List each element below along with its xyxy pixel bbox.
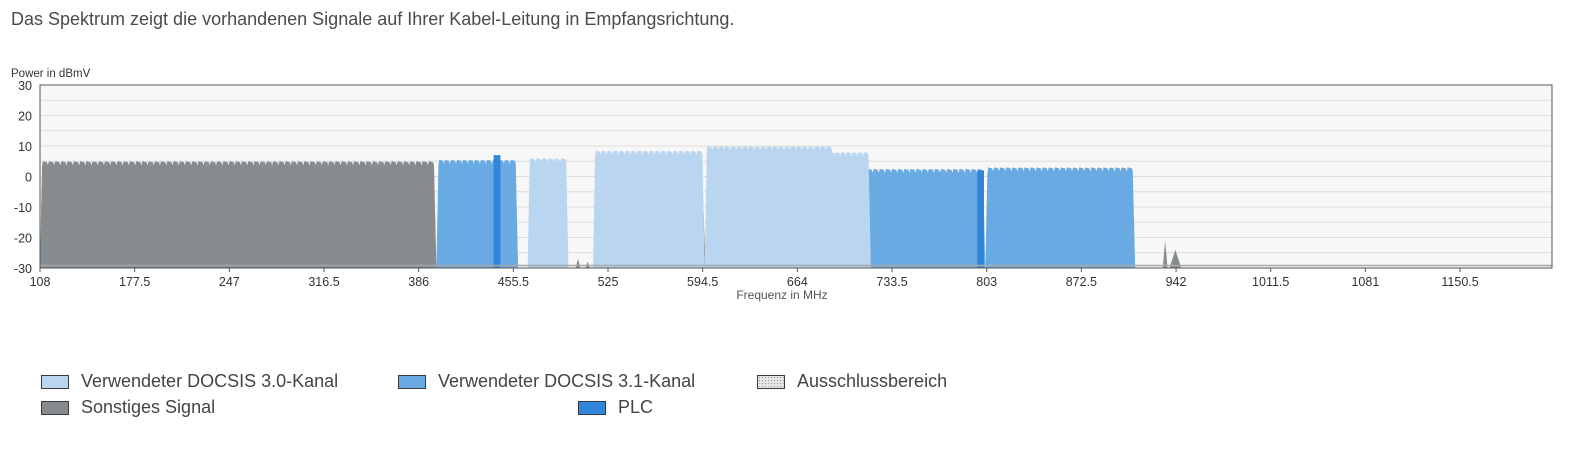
x-tick-label: 1081 — [1351, 275, 1379, 289]
docsis30-band — [704, 146, 835, 268]
x-tick-label: 872.5 — [1066, 275, 1097, 289]
legend-swatch-plc — [578, 400, 606, 415]
x-tick-label: 108 — [30, 275, 51, 289]
plc-band — [493, 155, 501, 268]
x-axis-label: Frequenz in MHz — [736, 288, 827, 302]
legend-swatch-other-signal — [41, 400, 69, 415]
legend-label-other-signal: Sonstiges Signal — [81, 397, 216, 417]
plot-frame — [39, 84, 1553, 269]
series-plc — [493, 155, 984, 268]
other-band — [1169, 249, 1182, 268]
x-tick-label: 664 — [787, 275, 808, 289]
legend-swatch-docsis31 — [398, 374, 426, 389]
y-tick-label: 20 — [18, 110, 32, 124]
series-docsis30 — [527, 146, 871, 268]
legend-item-exclusion: Ausschlussbereich — [757, 371, 947, 392]
y-tick-label: 30 — [18, 79, 32, 93]
docsis31-band — [985, 167, 1136, 268]
docsis31-band — [834, 168, 986, 268]
docsis30-band — [827, 152, 871, 268]
x-tick-label: 177.5 — [119, 275, 150, 289]
other-band — [40, 161, 437, 268]
y-tick-label: 0 — [25, 171, 32, 185]
y-axis-label: Power in dBmV — [11, 68, 91, 80]
docsis31-band — [436, 159, 519, 268]
x-tick-label: 942 — [1166, 275, 1187, 289]
legend-label-plc: PLC — [618, 397, 654, 417]
intro-text: Das Spektrum zeigt die vorhandenen Signa… — [11, 9, 735, 29]
spectrum-chart: Power in dBmV Frequenz in MHz 30 20 10 0 -10… — [11, 68, 1553, 302]
legend-item-other-signal: Sonstiges Signal — [41, 397, 215, 418]
x-tick-label: 386 — [408, 275, 429, 289]
x-tick-label: 455.5 — [498, 275, 529, 289]
docsis30-band — [527, 158, 569, 268]
legend-label-docsis31: Verwendeter DOCSIS 3.1-Kanal — [438, 371, 696, 391]
y-tick-label: 10 — [18, 140, 32, 154]
y-tick-label: -20 — [14, 232, 32, 246]
x-tick-label: 594.5 — [687, 275, 718, 289]
legend-label-exclusion: Ausschlussbereich — [797, 371, 948, 391]
x-tick-label: 1011.5 — [1252, 275, 1289, 289]
legend-swatch-docsis30 — [41, 374, 69, 389]
y-tick-label: -10 — [14, 201, 32, 215]
docsis30-band — [593, 150, 705, 268]
x-tick-label: 316.5 — [308, 275, 339, 289]
legend-item-docsis31: Verwendeter DOCSIS 3.1-Kanal — [398, 371, 695, 392]
x-tick-label: 733.5 — [876, 275, 907, 289]
x-tick-label: 1150.5 — [1441, 275, 1478, 289]
x-tick-label: 247 — [219, 275, 240, 289]
legend-item-docsis30: Verwendeter DOCSIS 3.0-Kanal — [41, 371, 338, 392]
series-docsis31 — [985, 167, 1136, 268]
legend-swatch-exclusion — [757, 374, 785, 389]
legend-item-plc: PLC — [578, 397, 653, 418]
y-tick-label: -30 — [14, 262, 32, 276]
x-tick-label: 525 — [598, 275, 619, 289]
plc-band — [977, 170, 984, 268]
legend-label-docsis30: Verwendeter DOCSIS 3.0-Kanal — [81, 371, 339, 391]
other-band — [1162, 240, 1168, 268]
x-tick-label: 803 — [976, 275, 997, 289]
